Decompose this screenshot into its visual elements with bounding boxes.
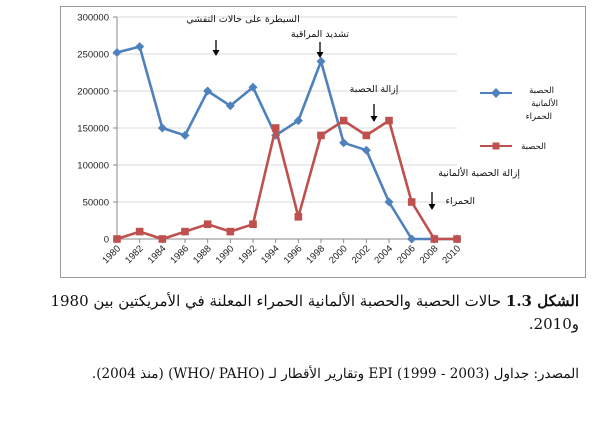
chart-frame xyxy=(60,6,586,278)
x-tick-label: 1996 xyxy=(282,243,305,266)
data-point-rubella xyxy=(293,116,303,126)
legend-label-rubella-2: الألمانية xyxy=(531,98,558,109)
figure-caption: الشكل 1.3 حالات الحصبة والحصبة الألمانية… xyxy=(19,290,579,336)
figure-source: المصدر: جداول EPI (1999 - 2003) وتقارير … xyxy=(91,366,579,382)
y-tick-label: 300000 xyxy=(77,13,109,24)
x-tick-label: 1990 xyxy=(214,243,237,266)
data-point-measles xyxy=(407,198,416,206)
down-arrow-icon xyxy=(316,42,324,58)
chart: 0 50000 100000 150000 200000 250000 300000 198… xyxy=(77,13,558,267)
data-point-rubella xyxy=(135,42,145,52)
data-point-rubella xyxy=(248,82,258,92)
annotation-outbreak: السيطرة على حالات التفشي xyxy=(186,14,299,25)
y-tick-label: 250000 xyxy=(77,50,109,61)
x-tick-label: 2006 xyxy=(395,243,418,266)
legend: الحصبة الألمانية الحمراء الحصبة xyxy=(480,86,558,152)
data-point-measles xyxy=(203,220,212,228)
data-point-measles xyxy=(294,213,303,221)
legend-marker-measles xyxy=(492,142,500,150)
y-tick-label: 200000 xyxy=(77,87,109,98)
data-point-rubella xyxy=(203,86,213,96)
annotation-surveillance: تشديد المراقبة xyxy=(291,29,350,40)
data-point-measles xyxy=(362,131,371,140)
x-tick-label: 1998 xyxy=(304,243,327,266)
x-axis-ticks: 1980 1982 1984 1986 1988 1990 1992 1994 1996 1998… xyxy=(100,239,463,266)
data-point-measles xyxy=(181,227,189,236)
y-tick-label: 50000 xyxy=(83,198,109,209)
x-tick-label: 1992 xyxy=(236,243,259,266)
x-tick-label: 1984 xyxy=(146,243,169,266)
data-point-measles xyxy=(430,235,439,243)
x-tick-label: 2000 xyxy=(327,243,350,266)
x-tick-label: 1980 xyxy=(100,243,123,266)
data-point-measles xyxy=(317,131,325,140)
down-arrow-icon xyxy=(212,40,220,56)
annotation-measles-elimination: إزالة الحصبة xyxy=(350,84,399,95)
data-point-rubella xyxy=(180,130,190,140)
series-line-measles xyxy=(116,119,457,241)
data-point-measles xyxy=(158,235,167,243)
down-arrow-icon xyxy=(370,104,378,122)
data-point-measles xyxy=(271,124,280,132)
x-tick-label: 1982 xyxy=(123,243,146,266)
legend-item-rubella: الحصبة الألمانية الحمراء xyxy=(480,86,558,122)
x-tick-label: 2004 xyxy=(372,243,395,266)
y-tick-label: 100000 xyxy=(77,161,109,172)
x-tick-label: 2010 xyxy=(440,243,463,266)
data-point-rubella xyxy=(157,123,167,133)
data-point-rubella xyxy=(361,145,371,155)
x-tick-label: 2002 xyxy=(350,243,373,266)
series-line-rubella xyxy=(116,45,457,241)
legend-item-measles: الحصبة xyxy=(480,142,546,152)
data-point-measles xyxy=(339,116,348,125)
data-point-measles xyxy=(226,227,235,236)
series-layer xyxy=(112,42,462,244)
legend-label-rubella-1: الحصبة xyxy=(529,86,554,96)
data-point-rubella xyxy=(384,197,394,207)
data-point-measles xyxy=(453,235,461,243)
down-arrow-icon xyxy=(428,192,436,210)
x-tick-label: 2008 xyxy=(418,243,441,266)
data-point-rubella xyxy=(339,138,349,148)
y-tick-label: 0 xyxy=(104,235,109,246)
data-point-rubella xyxy=(112,48,122,58)
data-point-rubella xyxy=(316,56,326,66)
annotation-rubella-elimination-2: الحمراء xyxy=(445,196,475,207)
figure-label: الشكل 1.3 xyxy=(505,292,579,310)
legend-label-measles: الحصبة xyxy=(521,142,546,152)
data-point-measles xyxy=(113,235,121,243)
y-tick-label: 150000 xyxy=(77,124,109,135)
x-tick-label: 1988 xyxy=(191,243,214,266)
data-point-measles xyxy=(385,116,393,125)
y-axis-ticks: 0 50000 100000 150000 200000 250000 300000 xyxy=(77,13,117,246)
x-tick-label: 1986 xyxy=(168,243,191,266)
legend-label-rubella-3: الحمراء xyxy=(526,112,552,122)
data-point-rubella xyxy=(225,101,235,111)
annotation-rubella-elimination: إزالة الحصبة الألمانية xyxy=(438,167,520,179)
x-tick-label: 1994 xyxy=(259,243,282,266)
data-point-rubella xyxy=(407,234,417,244)
data-point-measles xyxy=(135,227,144,236)
legend-marker-rubella xyxy=(491,88,501,98)
data-point-measles xyxy=(249,220,257,228)
figure-caption-text: حالات الحصبة والحصبة الألمانية الحمراء ا… xyxy=(50,292,579,333)
